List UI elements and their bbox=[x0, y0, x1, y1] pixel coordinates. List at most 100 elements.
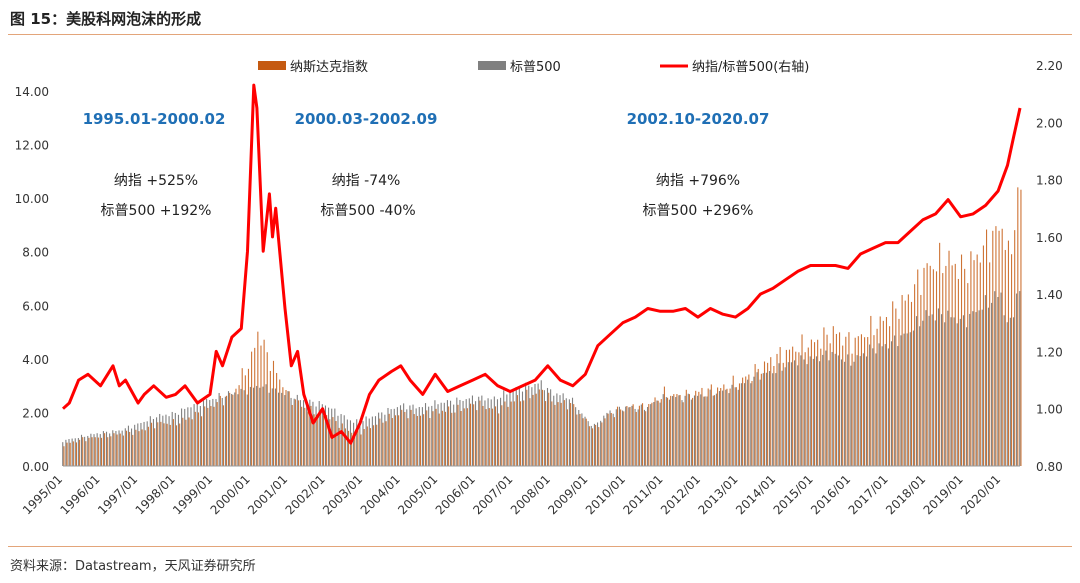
sp500-bar bbox=[256, 385, 258, 466]
x-tick-label: 2005/01 bbox=[395, 472, 440, 517]
nasdaq-bar bbox=[804, 352, 806, 466]
nasdaq-bar bbox=[745, 376, 747, 466]
nasdaq-bar bbox=[141, 429, 143, 466]
nasdaq-bar bbox=[75, 442, 78, 466]
nasdaq-bar bbox=[613, 417, 615, 466]
nasdaq-bar bbox=[1004, 249, 1006, 466]
sp500-bar bbox=[537, 383, 539, 466]
sp500-bar bbox=[252, 387, 255, 466]
nasdaq-bar bbox=[379, 418, 381, 466]
nasdaq-bar bbox=[889, 326, 891, 466]
nasdaq-bar bbox=[457, 404, 459, 466]
sp500-bar bbox=[859, 356, 861, 466]
nasdaq-bar bbox=[444, 411, 447, 466]
sp500-bar bbox=[65, 439, 67, 466]
nasdaq-bar bbox=[413, 414, 415, 466]
nasdaq-bar bbox=[763, 361, 766, 466]
sp500-bar bbox=[531, 387, 533, 466]
nasdaq-bar bbox=[232, 394, 234, 466]
nasdaq-bar bbox=[935, 271, 938, 466]
sp500-bar bbox=[1006, 322, 1008, 466]
sp500-bar bbox=[506, 394, 508, 466]
nasdaq-bar bbox=[269, 370, 271, 466]
sp500-bar bbox=[697, 395, 699, 466]
nasdaq-bar bbox=[520, 401, 522, 466]
nasdaq-bar bbox=[857, 336, 859, 466]
sp500-bar bbox=[384, 414, 386, 466]
nasdaq-bar bbox=[91, 437, 93, 466]
period-label: 1995.01-2000.02 bbox=[83, 110, 226, 128]
nasdaq-bar bbox=[276, 372, 278, 466]
sp500-bar bbox=[987, 307, 990, 466]
sp500-bar bbox=[656, 400, 658, 466]
nasdaq-bar bbox=[932, 269, 934, 466]
sp500-bar bbox=[956, 323, 958, 466]
sp500-bar bbox=[668, 399, 671, 466]
nasdaq-bar bbox=[382, 422, 384, 466]
sp500-bar bbox=[137, 423, 139, 466]
nasdaq-bar bbox=[344, 428, 346, 466]
sp500-bar bbox=[112, 430, 114, 466]
sp500-bar bbox=[525, 382, 527, 466]
sp500-bar bbox=[900, 335, 902, 466]
nasdaq-bar bbox=[135, 429, 137, 466]
sp500-bar bbox=[590, 425, 592, 466]
y2-tick-label: 2.00 bbox=[1036, 116, 1063, 130]
sp500-bar bbox=[903, 333, 905, 466]
sp500-bar bbox=[390, 409, 392, 466]
sp500-bar bbox=[584, 416, 586, 466]
nasdaq-bar bbox=[679, 394, 681, 466]
sp500-bar bbox=[850, 365, 852, 466]
sp500-bar bbox=[890, 341, 893, 466]
nasdaq-bar bbox=[851, 353, 853, 466]
nasdaq-bar bbox=[132, 434, 134, 466]
sp500-bar bbox=[209, 400, 211, 466]
nasdaq-bar bbox=[751, 380, 753, 466]
nasdaq-bar bbox=[335, 421, 337, 466]
nasdaq-bar bbox=[1007, 240, 1009, 466]
sp500-bar bbox=[77, 438, 79, 466]
sp500-bar bbox=[215, 399, 217, 466]
nasdaq-bar bbox=[545, 401, 547, 466]
sp500-bar bbox=[887, 348, 889, 466]
sp500-bar bbox=[994, 291, 996, 466]
sp500-bar bbox=[884, 344, 886, 466]
nasdaq-bar bbox=[432, 411, 434, 466]
x-tick-label: 2014/01 bbox=[733, 472, 778, 517]
sp500-bar bbox=[706, 396, 708, 466]
sp500-bar bbox=[274, 388, 276, 466]
nasdaq-bar bbox=[854, 337, 856, 466]
sp500-bar bbox=[440, 402, 442, 466]
nasdaq-bar bbox=[310, 405, 312, 466]
sp500-bar bbox=[862, 353, 864, 466]
nasdaq-bar bbox=[251, 351, 253, 466]
nasdaq-bar bbox=[266, 352, 268, 466]
sp500-bar bbox=[412, 404, 414, 466]
sp500-bar bbox=[959, 318, 961, 466]
nasdaq-bar bbox=[507, 406, 509, 466]
y-tick-label: 0.00 bbox=[22, 460, 49, 474]
x-tick-label: 2010/01 bbox=[583, 472, 628, 517]
sp500-bar bbox=[277, 392, 280, 466]
y-tick-label: 8.00 bbox=[22, 246, 49, 260]
sp500-bar bbox=[962, 315, 965, 466]
nasdaq-bar bbox=[366, 426, 368, 466]
y-tick-label: 6.00 bbox=[22, 299, 49, 313]
sp500-bar bbox=[1012, 317, 1015, 466]
change-label: 纳指 +525% bbox=[114, 173, 198, 189]
sp500-bar bbox=[675, 397, 677, 466]
nasdaq-bar bbox=[363, 429, 365, 466]
sp500-bar bbox=[290, 397, 292, 466]
sp500-bar bbox=[459, 399, 461, 466]
sp500-bar bbox=[468, 398, 470, 466]
nasdaq-bar bbox=[873, 335, 875, 466]
sp500-bar bbox=[978, 310, 980, 466]
sp500-bar bbox=[596, 422, 599, 466]
x-tick-label: 2000/01 bbox=[208, 472, 253, 517]
sp500-bar bbox=[177, 414, 180, 466]
sp500-bar bbox=[121, 430, 123, 466]
sp500-bar bbox=[712, 395, 714, 466]
sp500-bar bbox=[159, 413, 161, 466]
sp500-bar bbox=[562, 393, 564, 466]
sp500-bar bbox=[371, 416, 373, 466]
